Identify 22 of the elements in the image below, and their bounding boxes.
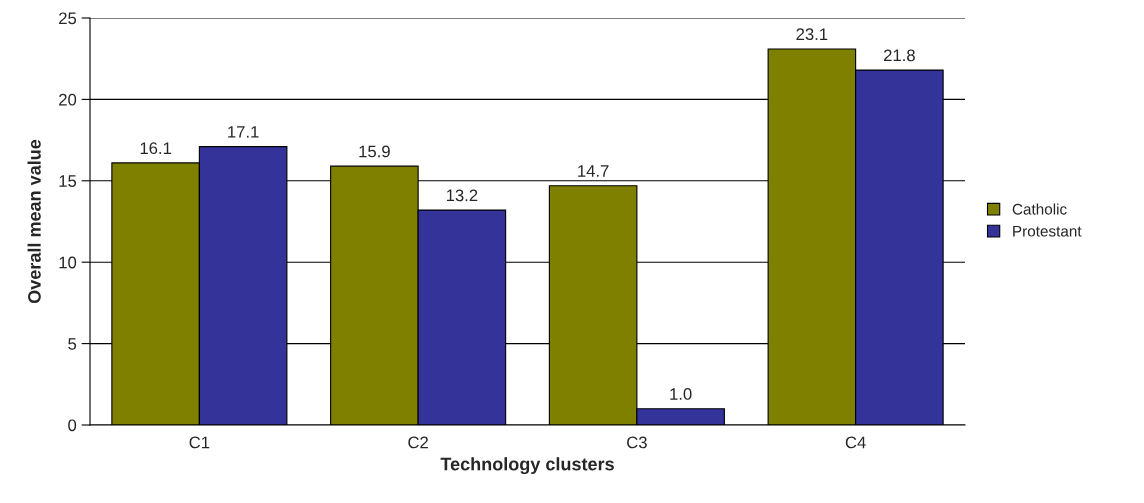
data-label: 21.8 <box>884 49 915 62</box>
data-label: 23.1 <box>796 28 828 41</box>
y-tick-label: 25 <box>59 12 77 25</box>
y-tick-label: 15 <box>59 175 77 187</box>
data-label: 14.7 <box>578 165 609 177</box>
x-tick-label: C3 <box>627 436 647 449</box>
x-tick-label: C4 <box>845 436 866 449</box>
legend-label: Protestant <box>1013 225 1082 237</box>
legend-label: Catholic <box>1012 203 1067 215</box>
x-tick-label: C2 <box>408 436 428 449</box>
x-axis-title: Technology clusters <box>440 457 614 475</box>
y-tick-label: 0 <box>68 419 77 432</box>
data-label: 16.1 <box>140 142 172 155</box>
data-label: 13.2 <box>446 189 478 202</box>
x-tick-label: C1 <box>189 436 210 449</box>
y-tick-label: 10 <box>59 256 77 269</box>
y-axis-title: Overall mean value <box>27 139 41 304</box>
y-tick-label: 5 <box>68 338 77 350</box>
y-tick-label: 20 <box>59 93 77 106</box>
data-label: 15.9 <box>359 145 390 158</box>
data-label: 1.0 <box>670 388 692 400</box>
data-label: 17.1 <box>228 126 259 138</box>
